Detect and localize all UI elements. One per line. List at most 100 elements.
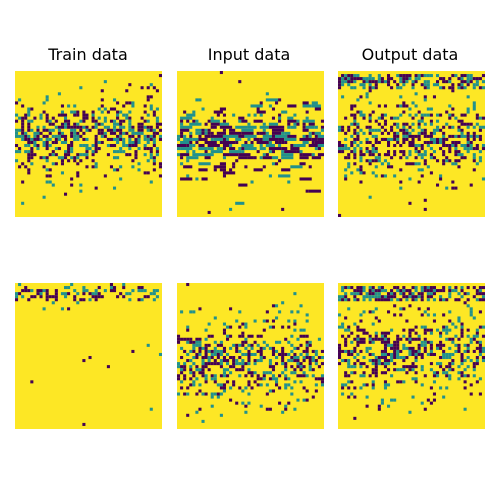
heatmap-cell	[412, 286, 415, 289]
heatmap-cell	[476, 380, 479, 383]
heatmap-cell	[49, 153, 52, 156]
heatmap-cell	[79, 153, 82, 156]
heatmap-cell	[482, 80, 485, 83]
heatmap-cell	[393, 132, 396, 135]
heatmap-cell	[272, 117, 275, 120]
heatmap-cell	[272, 389, 275, 392]
heatmap-cell	[260, 114, 263, 117]
heatmap-cell	[412, 129, 415, 132]
heatmap-cell	[55, 126, 58, 129]
heatmap-cell	[296, 338, 299, 341]
heatmap-cell	[46, 129, 49, 132]
heatmap-cell	[384, 350, 387, 353]
heatmap-cell	[418, 347, 421, 350]
heatmap-cell	[232, 380, 235, 383]
heatmap-cell	[290, 335, 293, 338]
heatmap-cell	[278, 144, 281, 147]
heatmap-cell	[30, 162, 33, 165]
heatmap-cell	[457, 347, 460, 350]
heatmap-cell	[396, 298, 399, 301]
heatmap-panel-2	[338, 71, 485, 217]
heatmap-cell	[24, 117, 27, 120]
heatmap-cell	[278, 98, 281, 101]
heatmap-cell	[396, 104, 399, 107]
heatmap-cell	[269, 126, 275, 129]
heatmap-cell	[58, 92, 61, 95]
heatmap-cell	[67, 120, 70, 123]
heatmap-cell	[338, 126, 341, 129]
heatmap-cell	[464, 123, 467, 126]
heatmap-cell	[241, 368, 244, 371]
heatmap-cell	[415, 332, 418, 335]
heatmap-cell	[393, 135, 396, 138]
heatmap-cell	[418, 74, 421, 77]
heatmap-cell	[235, 202, 244, 205]
heatmap-cell	[442, 344, 445, 347]
heatmap-cell	[235, 368, 238, 371]
heatmap-cell	[49, 120, 52, 123]
heatmap-cell	[183, 362, 186, 365]
heatmap-cell	[95, 135, 98, 138]
heatmap-cell	[52, 117, 55, 120]
heatmap-cell	[186, 359, 189, 362]
heatmap-cell	[43, 141, 46, 144]
heatmap-cell	[424, 95, 427, 98]
heatmap-cell	[344, 147, 347, 150]
heatmap-cell	[418, 126, 421, 129]
heatmap-cell	[64, 141, 67, 144]
heatmap-cell	[156, 289, 159, 292]
heatmap-cell	[470, 141, 473, 144]
heatmap-cell	[73, 114, 76, 117]
heatmap-cell	[223, 120, 226, 123]
heatmap-cell	[76, 301, 79, 304]
heatmap-cell	[375, 298, 378, 301]
heatmap-cell	[150, 153, 153, 156]
heatmap-cell	[424, 141, 427, 144]
heatmap-cell	[396, 341, 399, 344]
heatmap-cell	[415, 380, 418, 383]
heatmap-cell	[356, 344, 359, 347]
heatmap-cell	[479, 341, 482, 344]
heatmap-cell	[338, 83, 341, 86]
heatmap-cell	[402, 104, 405, 107]
heatmap-cell	[430, 286, 433, 289]
heatmap-cell	[387, 362, 390, 365]
heatmap-cell	[467, 344, 470, 347]
heatmap-cell	[381, 298, 384, 301]
heatmap-cell	[396, 347, 399, 350]
heatmap-cell	[192, 374, 195, 377]
heatmap-cell	[479, 344, 482, 347]
heatmap-cell	[36, 289, 39, 292]
heatmap-cell	[189, 341, 192, 344]
heatmap-cell	[467, 108, 470, 111]
heatmap-cell	[415, 144, 418, 147]
heatmap-cell	[457, 77, 460, 80]
heatmap-cell	[381, 132, 384, 135]
heatmap-cell	[473, 108, 476, 111]
heatmap-cell	[30, 120, 33, 123]
heatmap-cell	[421, 144, 424, 147]
heatmap-cell	[451, 108, 454, 111]
heatmap-cell	[64, 138, 67, 141]
heatmap-cell	[384, 104, 387, 107]
heatmap-cell	[85, 156, 88, 159]
heatmap-cell	[378, 80, 381, 83]
heatmap-cell	[433, 286, 436, 289]
heatmap-cell	[150, 135, 153, 138]
heatmap-cell	[479, 286, 482, 289]
heatmap-cell	[52, 184, 55, 187]
heatmap-cell	[421, 120, 424, 123]
heatmap-cell	[229, 371, 232, 374]
heatmap-cell	[147, 141, 150, 144]
heatmap-cell	[467, 83, 470, 86]
heatmap-cell	[430, 362, 433, 365]
heatmap-cell	[24, 135, 27, 138]
heatmap-cell	[92, 114, 95, 117]
heatmap-cell	[159, 138, 162, 141]
heatmap-cell	[303, 356, 306, 359]
heatmap-cell	[461, 86, 464, 89]
heatmap-cell	[424, 114, 427, 117]
heatmap-cell	[205, 132, 208, 135]
heatmap-cell	[186, 338, 189, 341]
heatmap-cell	[293, 320, 296, 323]
